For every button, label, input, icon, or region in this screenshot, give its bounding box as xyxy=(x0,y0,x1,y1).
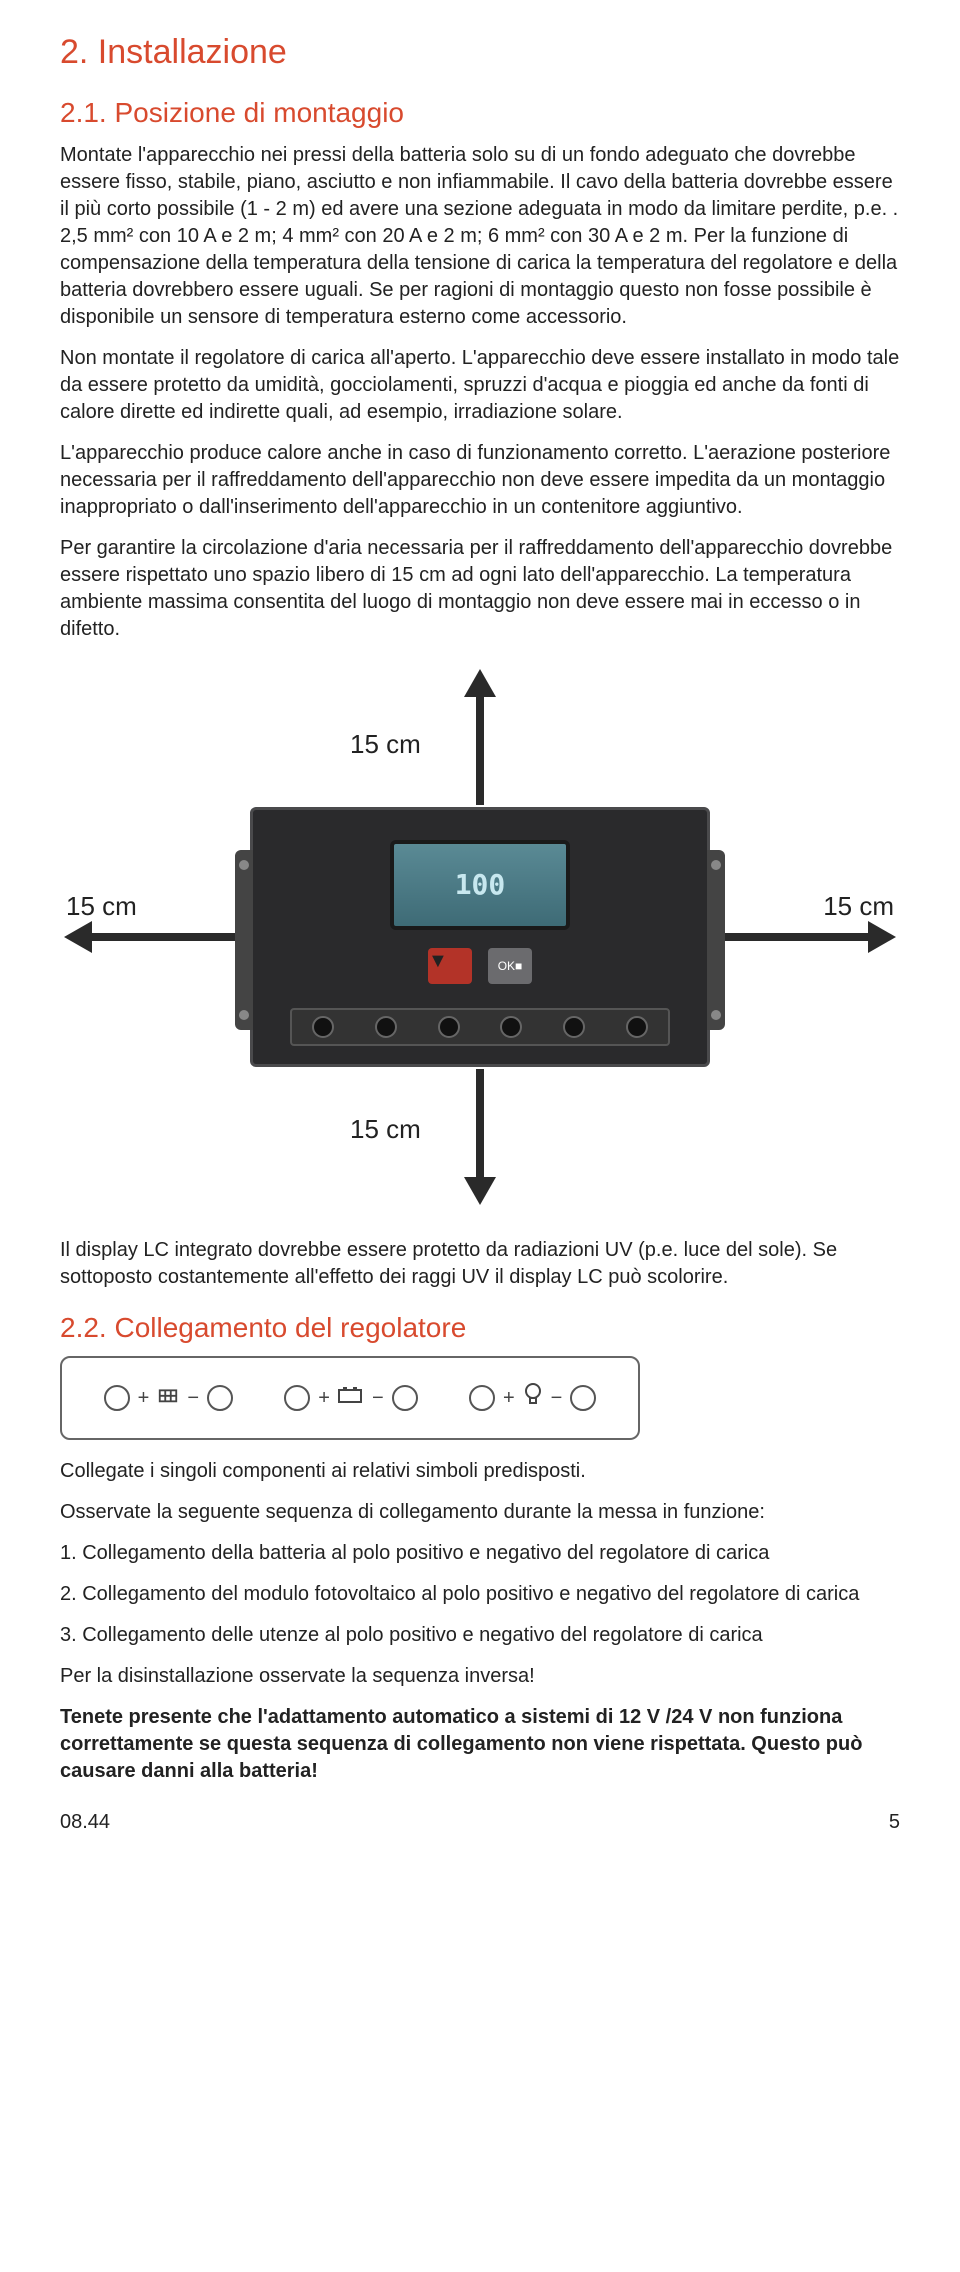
load-bulb-icon xyxy=(523,1383,543,1413)
terminal-row xyxy=(290,1008,670,1046)
warning-text: Tenete presente che l'adattamento automa… xyxy=(60,1706,862,1782)
arrow-right-shaft xyxy=(722,933,872,941)
clearance-label-right: 15 cm xyxy=(823,889,894,924)
section-title: 2. Installazione xyxy=(60,30,900,76)
arrow-bottom-head-icon xyxy=(464,1177,496,1205)
solar-panel-icon xyxy=(157,1383,179,1413)
page-footer: 08.44 5 xyxy=(60,1809,900,1836)
screw-icon xyxy=(239,860,249,870)
footer-doc-code: 08.44 xyxy=(60,1809,110,1836)
arrow-left-head-icon xyxy=(64,921,92,953)
connector-strip: + − + − + − xyxy=(60,1356,640,1440)
arrow-left-shaft xyxy=(88,933,238,941)
paragraph: Per garantire la circolazione d'aria nec… xyxy=(60,535,900,643)
arrow-right-head-icon xyxy=(868,921,896,953)
terminal-icon xyxy=(207,1385,233,1411)
screw-icon xyxy=(711,860,721,870)
minus-icon: − xyxy=(372,1385,384,1412)
device-body: 100 ▼ OK■ xyxy=(250,807,710,1067)
terminal-icon xyxy=(312,1016,334,1038)
terminal-icon xyxy=(469,1385,495,1411)
connector-group-load: + − xyxy=(469,1383,596,1413)
terminal-icon xyxy=(438,1016,460,1038)
terminal-icon xyxy=(104,1385,130,1411)
terminal-icon xyxy=(500,1016,522,1038)
arrow-top-head-icon xyxy=(464,669,496,697)
terminal-icon xyxy=(626,1016,648,1038)
ok-button-icon: OK■ xyxy=(488,948,532,984)
connector-group-battery: + − xyxy=(284,1385,417,1412)
paragraph: Per la disinstallazione osservate la seq… xyxy=(60,1663,900,1690)
subsection-title-connection: 2.2. Collegamento del regolatore xyxy=(60,1309,900,1347)
paragraph: Non montate il regolatore di carica all'… xyxy=(60,345,900,426)
paragraph: Il display LC integrato dovrebbe essere … xyxy=(60,1237,900,1291)
terminal-icon xyxy=(375,1016,397,1038)
minus-icon: − xyxy=(187,1385,199,1412)
plus-icon: + xyxy=(138,1385,150,1412)
arrow-top-shaft xyxy=(476,695,484,805)
terminal-icon xyxy=(570,1385,596,1411)
step: 2. Collegamento del modulo fotovoltaico … xyxy=(60,1581,900,1608)
step: 1. Collegamento della batteria al polo p… xyxy=(60,1540,900,1567)
clearance-diagram: 15 cm 15 cm 15 cm 15 cm 100 ▼ OK■ xyxy=(60,657,900,1217)
paragraph: Osservate la seguente sequenza di colleg… xyxy=(60,1499,900,1526)
paragraph-warning: Tenete presente che l'adattamento automa… xyxy=(60,1704,900,1785)
terminal-icon xyxy=(284,1385,310,1411)
paragraph: L'apparecchio produce calore anche in ca… xyxy=(60,440,900,521)
minus-icon: − xyxy=(551,1385,563,1412)
terminal-icon xyxy=(392,1385,418,1411)
down-button-icon: ▼ xyxy=(428,948,472,984)
paragraph: Montate l'apparecchio nei pressi della b… xyxy=(60,142,900,331)
terminal-icon xyxy=(563,1016,585,1038)
clearance-label-top: 15 cm xyxy=(350,727,421,762)
device-flange-left xyxy=(235,850,253,1030)
plus-icon: + xyxy=(503,1385,515,1412)
screw-icon xyxy=(711,1010,721,1020)
lcd-display: 100 xyxy=(390,840,570,930)
device-flange-right xyxy=(707,850,725,1030)
plus-icon: + xyxy=(318,1385,330,1412)
footer-page-number: 5 xyxy=(889,1809,900,1836)
screw-icon xyxy=(239,1010,249,1020)
subsection-title-mounting: 2.1. Posizione di montaggio xyxy=(60,94,900,132)
arrow-bottom-shaft xyxy=(476,1069,484,1179)
clearance-label-left: 15 cm xyxy=(66,889,137,924)
battery-icon xyxy=(338,1385,364,1412)
paragraph: Collegate i singoli componenti ai relati… xyxy=(60,1458,900,1485)
connector-group-pv: + − xyxy=(104,1383,233,1413)
clearance-label-bottom: 15 cm xyxy=(350,1112,421,1147)
step: 3. Collegamento delle utenze al polo pos… xyxy=(60,1622,900,1649)
